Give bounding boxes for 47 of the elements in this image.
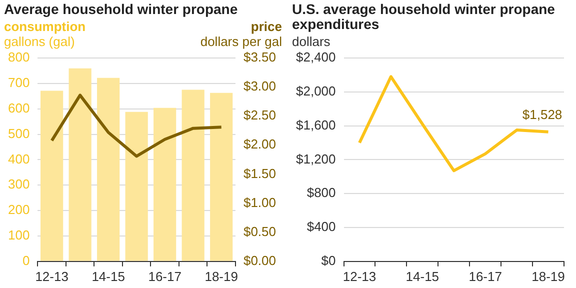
y-tick-label: $1,600	[296, 117, 336, 132]
y2-axis-title: dollars per gal	[200, 34, 282, 49]
y2-tick-label: $3.50	[243, 50, 276, 65]
y2-tick-label: $3.00	[243, 78, 276, 94]
y2-tick-label: $0.00	[243, 252, 276, 268]
y-axis-title: dollars	[292, 34, 330, 49]
x-tick-label: 14-15	[406, 268, 440, 284]
x-tick-label: 18-19	[204, 268, 238, 284]
y-tick-label: $800	[306, 185, 336, 200]
annotation: $1,528	[522, 106, 562, 122]
y-tick-label: 800	[8, 50, 30, 65]
y2-tick-label: $1.00	[243, 194, 276, 210]
text: price	[250, 19, 282, 34]
y-tick-label: 500	[8, 126, 30, 141]
y-tick-label: 0	[22, 252, 30, 268]
bar	[125, 112, 148, 261]
x-tick-label: 12-13	[342, 268, 376, 284]
y-tick-label: 600	[8, 100, 30, 116]
y-tick-label: 100	[8, 228, 30, 243]
y-tick-label: $0	[321, 252, 336, 268]
y-tick-label: 300	[8, 176, 30, 192]
bar	[182, 90, 204, 261]
y-tick-label: $400	[306, 219, 336, 234]
y-tick-label: 400	[8, 151, 30, 166]
x-tick-label: 16-17	[148, 268, 182, 284]
y2-tick-label: $2.00	[243, 136, 276, 152]
chart-title: Average household winter propane	[4, 1, 239, 17]
x-tick-label: 18-19	[532, 268, 565, 284]
bar	[68, 68, 92, 261]
text: consumption	[4, 19, 86, 34]
y-tick-label: $2,400	[296, 50, 336, 65]
bar	[97, 78, 120, 261]
y-tick-label: $1,200	[296, 151, 336, 166]
bar	[210, 92, 233, 261]
x-tick-label: 16-17	[468, 268, 502, 284]
bar	[154, 108, 176, 261]
y-tick-label: 200	[8, 202, 30, 218]
bar	[40, 90, 64, 261]
y-tick-label: 700	[8, 75, 30, 90]
y2-tick-label: $1.50	[243, 166, 276, 181]
y-axis-title: gallons (gal)	[4, 34, 75, 49]
chart-title: U.S. average household winter propane expenditures	[292, 1, 556, 32]
x-tick-label: 12-13	[35, 268, 68, 284]
x-tick-label: 14-15	[92, 268, 125, 284]
y-tick-label: $2,000	[296, 83, 336, 98]
y2-tick-label: $0.50	[243, 224, 276, 239]
y2-tick-label: $2.50	[243, 108, 276, 123]
